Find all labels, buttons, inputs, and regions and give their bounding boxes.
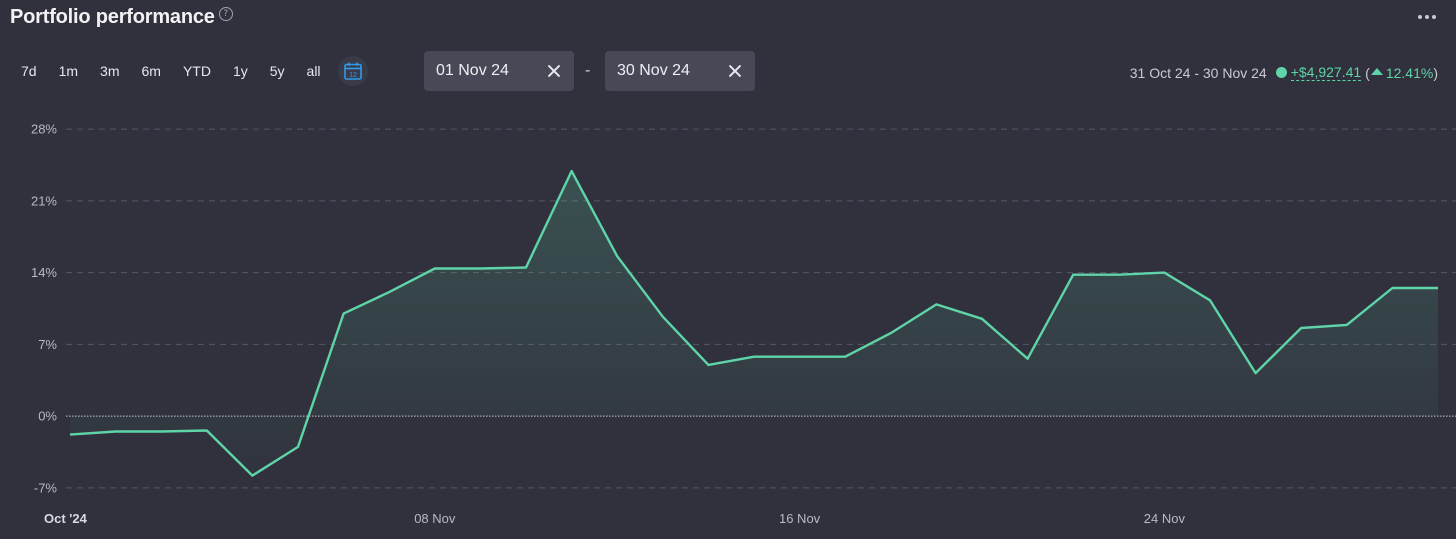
calendar-button[interactable]: 12 (337, 56, 368, 86)
summary-gain[interactable]: +$4,927.41 (1290, 64, 1362, 81)
y-tick-label: -7% (34, 480, 58, 495)
y-tick-label: 7% (38, 337, 57, 352)
date-from-value: 01 Nov 24 (436, 62, 509, 79)
data-point[interactable] (341, 311, 347, 317)
data-point[interactable] (386, 289, 392, 295)
date-from-field[interactable]: 01 Nov 24 (424, 51, 574, 91)
help-icon[interactable]: ? (218, 7, 233, 21)
x-tick-label: Oct '24 (44, 511, 88, 526)
data-point[interactable] (249, 473, 255, 479)
date-separator: - (585, 62, 591, 79)
data-point[interactable] (751, 354, 757, 360)
data-point[interactable] (842, 354, 848, 360)
header: Portfolio performance ? (10, 6, 233, 29)
data-point[interactable] (523, 265, 529, 271)
data-point[interactable] (933, 301, 939, 307)
x-tick-label: 16 Nov (779, 511, 821, 526)
data-point[interactable] (797, 354, 803, 360)
data-point[interactable] (1207, 297, 1213, 303)
data-point[interactable] (979, 316, 985, 322)
series-line (69, 169, 1438, 477)
data-point[interactable] (204, 427, 210, 433)
range-7d-button[interactable]: 7d (21, 63, 37, 79)
y-tick-label: 0% (38, 409, 57, 424)
more-options-icon[interactable] (1418, 15, 1436, 19)
y-tick-label: 14% (31, 265, 57, 280)
data-point[interactable] (1025, 356, 1031, 362)
data-point[interactable] (1161, 270, 1167, 276)
range-selector: 7d 1m 3m 6m YTD 1y 5y all 12 (10, 56, 368, 86)
paren-open: ( (1365, 64, 1370, 81)
status-dot-icon (1275, 67, 1287, 78)
page-title: Portfolio performance (10, 6, 215, 28)
range-6m-button[interactable]: 6m (141, 63, 161, 79)
calendar-icon: 12 (343, 62, 362, 80)
data-point[interactable] (1344, 322, 1350, 328)
date-to-field[interactable]: 30 Nov 24 (605, 51, 755, 91)
y-tick-label: 21% (31, 193, 57, 208)
performance-summary: 31 Oct 24 - 30 Nov 24 +$4,927.41 ( 12.41… (1130, 64, 1438, 81)
data-point[interactable] (1070, 272, 1076, 278)
summary-pct: 12.41% (1385, 64, 1434, 81)
range-ytd-button[interactable]: YTD (182, 63, 211, 79)
data-point[interactable] (705, 362, 711, 368)
summary-range: 31 Oct 24 - 30 Nov 24 (1129, 64, 1267, 81)
x-tick-label: 08 Nov (414, 511, 456, 526)
range-1m-button[interactable]: 1m (58, 63, 79, 79)
data-point[interactable] (1116, 272, 1122, 278)
data-point[interactable] (1298, 325, 1304, 331)
y-tick-label: 28% (31, 122, 57, 137)
range-3m-button[interactable]: 3m (100, 63, 120, 79)
range-5y-button[interactable]: 5y (269, 63, 285, 79)
data-point[interactable] (1389, 285, 1395, 291)
data-point[interactable] (888, 330, 894, 336)
calendar-day-label: 12 (349, 72, 357, 79)
data-point[interactable] (432, 266, 438, 272)
chart-area (70, 171, 1438, 476)
up-arrow-icon (1370, 68, 1383, 75)
data-point[interactable] (1435, 285, 1441, 291)
data-point[interactable] (295, 444, 301, 450)
range-all-button[interactable]: all (306, 63, 321, 79)
data-point[interactable] (158, 429, 164, 435)
data-point[interactable] (614, 253, 620, 259)
data-point[interactable] (1253, 370, 1259, 376)
data-point[interactable] (660, 314, 666, 320)
range-1y-button[interactable]: 1y (232, 63, 248, 79)
data-point[interactable] (477, 266, 483, 272)
data-point[interactable] (67, 432, 73, 438)
paren-close: ) (1433, 64, 1438, 81)
x-tick-label: 24 Nov (1144, 511, 1186, 526)
data-point[interactable] (113, 429, 119, 435)
data-point[interactable] (569, 168, 575, 174)
date-to-value: 30 Nov 24 (617, 62, 690, 79)
